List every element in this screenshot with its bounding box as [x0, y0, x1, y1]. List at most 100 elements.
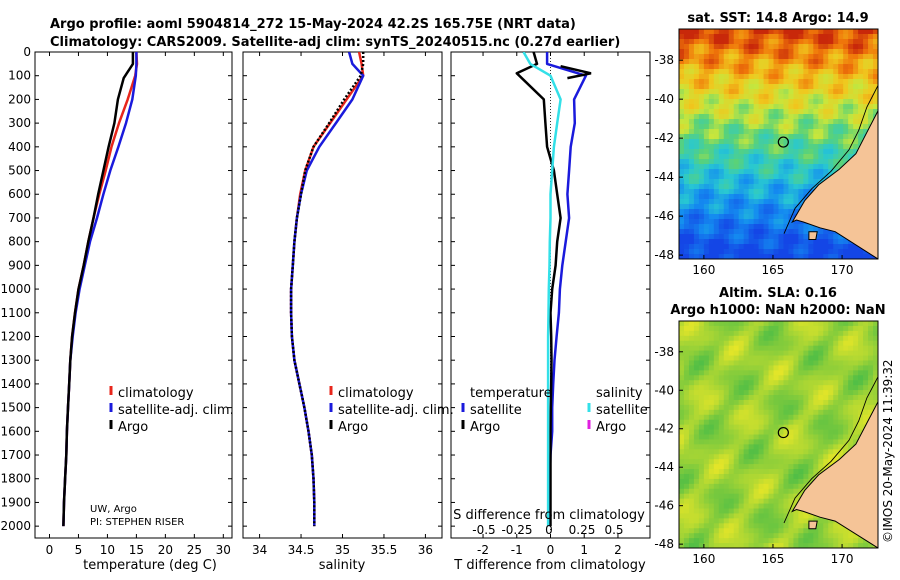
map-cell: [733, 488, 740, 495]
map-cell: [743, 139, 750, 145]
map-cell: [813, 449, 819, 455]
map-cell: [713, 380, 720, 386]
map-cell: [713, 214, 720, 220]
map-cell: [858, 429, 864, 436]
map-cell: [778, 493, 785, 500]
map-cell: [708, 244, 715, 250]
map-cell: [868, 340, 874, 347]
map-cell: [718, 434, 725, 441]
map-cell: [723, 174, 730, 180]
map-cell: [823, 109, 829, 115]
map-cell: [773, 169, 780, 175]
map-cell: [753, 493, 760, 500]
map-cell: [693, 34, 700, 40]
map-cell: [679, 523, 685, 529]
map-cell: [693, 528, 700, 534]
map-cell: [808, 538, 814, 544]
map-cell: [733, 159, 740, 165]
map-cell: [688, 114, 695, 120]
map-cell: [823, 395, 829, 401]
map-cell: [713, 365, 720, 371]
map-cell: [703, 340, 710, 347]
map-cell: [718, 79, 725, 85]
map-cell: [843, 350, 849, 357]
map-cell: [738, 370, 745, 376]
map-cell: [833, 449, 839, 455]
map-cell: [738, 254, 745, 259]
map-cell: [818, 449, 824, 455]
map-cell: [723, 229, 730, 235]
map-cell: [728, 518, 735, 524]
map-cell: [738, 424, 745, 431]
map-cell: [778, 375, 785, 381]
map-cell: [753, 508, 760, 515]
map-cell: [778, 64, 785, 70]
map-cell: [873, 325, 878, 332]
map-cell: [773, 355, 780, 362]
map-cell: [803, 419, 809, 426]
map-cell: [818, 528, 824, 534]
map-cell: [853, 149, 859, 155]
map-cell: [768, 244, 775, 250]
map-cell: [728, 159, 735, 165]
map-cell: [758, 488, 765, 495]
map-cell: [863, 390, 869, 396]
map-cell: [713, 44, 720, 50]
map-cell: [748, 189, 755, 195]
map-cell: [808, 390, 814, 396]
map-cell: [773, 350, 780, 357]
map-cell: [723, 483, 730, 490]
map-cell: [848, 345, 854, 352]
map-cell: [763, 44, 770, 50]
map-cell: [763, 224, 770, 230]
map-cell: [713, 244, 720, 250]
map-cell: [798, 380, 804, 386]
map-cell: [838, 134, 844, 140]
map-cell: [743, 345, 750, 352]
map-cell: [768, 404, 775, 411]
map-cell: [708, 498, 715, 505]
map-cell: [793, 144, 799, 150]
map-cell: [679, 543, 685, 548]
map-cell: [728, 114, 735, 120]
map-cell: [708, 429, 715, 436]
map-cell: [848, 29, 854, 35]
map-cell: [703, 104, 710, 110]
map-cell: [743, 325, 750, 332]
map-cell: [868, 114, 874, 120]
map-cell: [843, 114, 849, 120]
map-cell: [748, 194, 755, 200]
map-y-tick-label: -42: [654, 131, 674, 145]
map-cell: [763, 209, 770, 215]
map-cell: [723, 74, 730, 80]
map-cell: [679, 533, 685, 539]
map-cell: [793, 234, 799, 240]
map-cell: [693, 29, 700, 35]
map-cell: [703, 79, 710, 85]
map-cell: [763, 144, 770, 150]
map-cell: [818, 69, 824, 75]
map-cell: [753, 478, 760, 485]
map-cell: [698, 355, 705, 362]
map-cell: [698, 518, 705, 524]
map-cell: [793, 533, 799, 539]
map-cell: [723, 488, 730, 495]
map-cell: [708, 395, 715, 401]
map-cell: [788, 434, 795, 441]
map-cell: [803, 64, 809, 70]
map-cell: [698, 330, 705, 337]
map-cell: [778, 409, 785, 416]
map-cell: [708, 89, 715, 95]
map-cell: [788, 321, 795, 327]
map-cell: [718, 174, 725, 180]
map-cell: [778, 444, 785, 450]
map-cell: [848, 365, 854, 371]
map-cell: [703, 360, 710, 367]
map-cell: [763, 375, 770, 381]
map-cell: [838, 119, 844, 125]
map-cell: [693, 239, 700, 245]
depth-tick-label: 600: [8, 187, 31, 201]
map-cell: [718, 124, 725, 130]
map-cell: [843, 449, 849, 455]
map-cell: [758, 124, 765, 130]
